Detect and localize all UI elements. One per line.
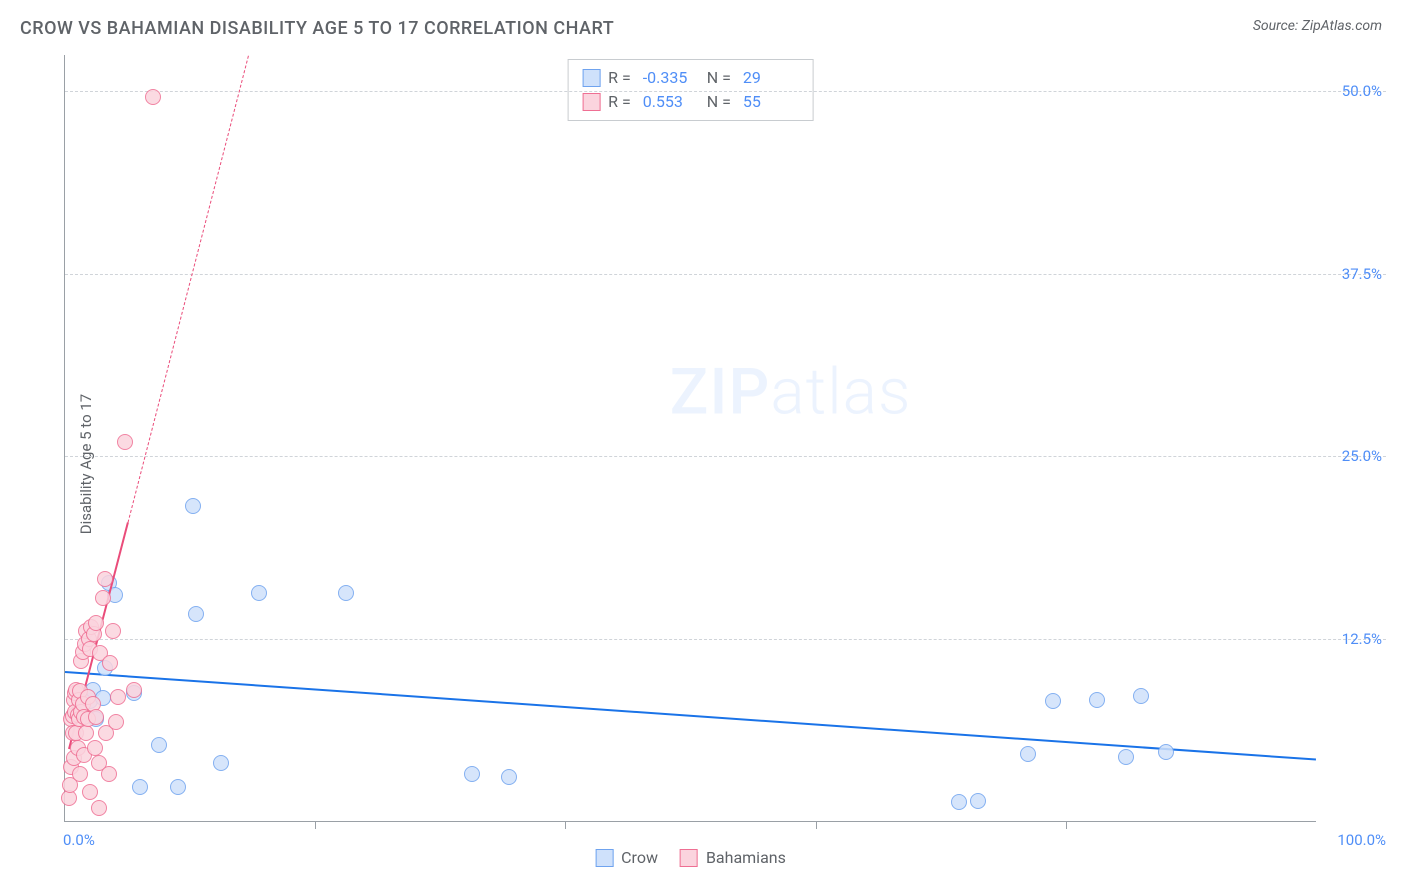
x-axis-min: 0.0% [63,831,95,849]
data-point [88,615,104,631]
legend-swatch [582,69,600,87]
legend-r-label: R = [608,66,631,90]
data-point [97,571,113,587]
data-point [1158,744,1174,760]
legend-swatch [595,849,613,867]
legend-r-value: -0.335 [643,66,699,90]
legend-swatch [582,93,600,111]
y-tick-label: 25.0% [1342,447,1382,465]
data-point [338,585,354,601]
data-point [1020,746,1036,762]
data-point [251,585,267,601]
data-point [1089,692,1105,708]
gridline [65,456,1386,457]
series-legend-item: Crow [595,848,658,867]
data-point [108,714,124,730]
data-point [970,793,986,809]
watermark: ZIPatlas [670,355,912,430]
data-point [145,89,161,105]
data-point [170,779,186,795]
data-point [185,498,201,514]
gridline [65,274,1386,275]
x-tick [315,821,316,829]
data-point [464,766,480,782]
watermark-strong: ZIP [670,355,771,430]
correlation-legend: R = -0.335 N = 29 R = 0.553 N = 55 [567,59,814,121]
legend-n-label: N = [707,90,731,114]
data-point [110,689,126,705]
trend-line [65,671,1316,761]
chart-source: Source: ZipAtlas.com [1253,18,1382,34]
data-point [72,766,88,782]
gridline [65,91,1386,92]
chart-header: CROW VS BAHAMIAN DISABILITY AGE 5 TO 17 … [0,0,1406,47]
y-tick-label: 37.5% [1342,265,1382,283]
series-legend-item: Bahamians [680,848,786,867]
data-point [105,623,121,639]
legend-n-value: 55 [743,90,799,114]
data-point [1045,693,1061,709]
data-point [1118,749,1134,765]
data-point [213,755,229,771]
y-tick-label: 50.0% [1342,82,1382,100]
legend-n-label: N = [707,66,731,90]
trend-line [127,55,248,522]
data-point [95,590,111,606]
data-point [188,606,204,622]
plot-region: ZIPatlas R =-0.335N =29R =0.553N =55 Cro… [64,55,1316,822]
x-axis-max: 100.0% [1337,831,1386,849]
data-point [91,800,107,816]
data-point [501,769,517,785]
legend-row: R = -0.335 N = 29 [582,66,799,90]
data-point [82,784,98,800]
data-point [117,434,133,450]
watermark-light: atlas [770,355,911,430]
x-tick [565,821,566,829]
data-point [87,740,103,756]
data-point [101,766,117,782]
gridline [65,639,1386,640]
data-point [88,709,104,725]
data-point [1133,688,1149,704]
legend-swatch [680,849,698,867]
chart-area: Disability Age 5 to 17 ZIPatlas R =-0.33… [20,55,1386,872]
legend-row: R = 0.553 N = 55 [582,90,799,114]
series-legend: Crow Bahamians [595,848,786,867]
x-tick [816,821,817,829]
legend-n-value: 29 [743,66,799,90]
data-point [102,655,118,671]
legend-r-value: 0.553 [643,90,699,114]
series-legend-label: Crow [621,848,658,867]
data-point [151,737,167,753]
x-tick [1066,821,1067,829]
chart-title: CROW VS BAHAMIAN DISABILITY AGE 5 TO 17 … [20,18,614,39]
data-point [132,779,148,795]
series-legend-label: Bahamians [706,848,786,867]
legend-r-label: R = [608,90,631,114]
y-tick-label: 12.5% [1342,630,1382,648]
data-point [78,725,94,741]
data-point [951,794,967,810]
data-point [126,682,142,698]
